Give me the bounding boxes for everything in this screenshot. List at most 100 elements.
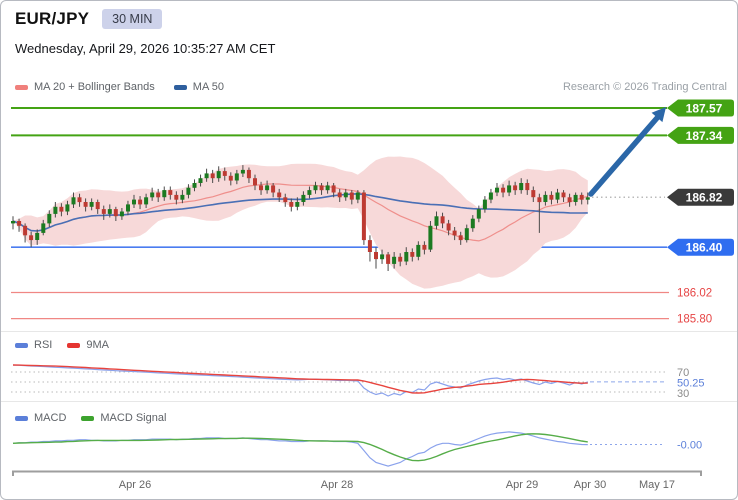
candle-body <box>53 206 58 214</box>
candle-body <box>573 194 578 202</box>
macd-legend: MACD MACD Signal <box>15 412 166 424</box>
rsi-swatch-icon <box>15 342 28 348</box>
candle-body <box>113 209 118 217</box>
macd-signal-label: MACD Signal <box>100 412 167 424</box>
rsi-ma-label: 9MA <box>86 339 109 351</box>
candle-body <box>17 221 22 226</box>
candle-body <box>89 202 94 207</box>
main-legend: MA 20 + Bollinger Bands MA 50 Research ©… <box>15 81 727 93</box>
candle-body <box>410 252 415 257</box>
candle-body <box>277 192 282 198</box>
candle-body <box>313 185 318 191</box>
candle-body <box>488 192 493 200</box>
candle-body <box>513 185 518 191</box>
candle-body <box>543 194 548 202</box>
rsi-legend: RSI 9MA <box>15 339 109 351</box>
last-price-value: 186.82 <box>686 191 723 205</box>
candle-body <box>47 213 52 224</box>
candle-body <box>216 171 221 179</box>
candle-body <box>101 209 106 214</box>
candle-body <box>174 194 179 200</box>
candle-body <box>501 187 506 193</box>
candle-body <box>319 185 324 191</box>
candle-body <box>579 194 584 200</box>
candle-body <box>210 173 215 179</box>
candle-body <box>107 209 112 214</box>
macd-plot <box>12 431 588 467</box>
datetime-label: Wednesday, April 29, 2026 10:35:27 AM CE… <box>15 41 276 56</box>
candle-body <box>77 197 82 203</box>
axis-label-apr26: Apr 26 <box>119 479 151 491</box>
candle-body <box>495 187 499 193</box>
candle-body <box>95 202 100 210</box>
candle-body <box>168 190 173 195</box>
rsi-line <box>12 364 588 397</box>
rsi-ma-swatch-icon <box>67 342 81 348</box>
legend-macd: MACD <box>15 412 66 424</box>
time-axis-bracket <box>12 470 702 476</box>
candle-body <box>561 192 566 198</box>
copyright-label: Research © 2026 Trading Central <box>562 81 727 93</box>
symbol-title: EUR/JPY <box>15 9 90 28</box>
candle-body <box>132 199 136 205</box>
candle-body <box>186 187 191 195</box>
candle-body <box>29 235 34 241</box>
candle-body <box>386 254 391 264</box>
candle-body <box>150 192 155 198</box>
candle-body <box>162 190 167 198</box>
candle-body <box>119 211 124 217</box>
pivot-value: 186.40 <box>686 241 723 255</box>
rsi-plot <box>12 364 588 397</box>
bollinger-band-fill <box>13 156 588 289</box>
candle-body <box>156 192 161 198</box>
candle-body <box>428 225 433 250</box>
candle-body <box>283 197 288 203</box>
candle-body <box>452 230 457 236</box>
candle-body <box>246 169 251 179</box>
candle-body <box>240 169 245 174</box>
ma50-line <box>12 192 588 232</box>
candle-body <box>525 183 530 191</box>
candle-body <box>482 199 487 210</box>
candle-body <box>65 204 70 212</box>
bullish-arrow <box>588 107 666 197</box>
candle-body <box>416 244 421 257</box>
candle-body <box>71 197 76 205</box>
candle-body <box>301 194 306 202</box>
candle-body <box>271 185 276 193</box>
candle-body <box>392 256 397 264</box>
rsi-70-label: 70 <box>677 367 689 379</box>
legend-ma20-bb: MA 20 + Bollinger Bands <box>15 81 155 93</box>
candle-body <box>585 197 590 200</box>
candle-body <box>549 194 554 200</box>
candle-body <box>446 223 451 231</box>
candle-body <box>367 240 372 252</box>
macd-line <box>12 431 588 467</box>
resistance-2-value: 187.34 <box>686 129 723 143</box>
ma50-label: MA 50 <box>192 81 224 93</box>
candle-body <box>192 183 197 188</box>
candle-body <box>434 216 439 226</box>
axis-label-may17: May 17 <box>639 479 675 491</box>
candle-body <box>422 244 427 250</box>
candle-body <box>265 185 270 191</box>
legend-rsi: RSI <box>15 339 52 351</box>
candle-body <box>404 252 409 262</box>
candle-body <box>476 209 481 219</box>
price-label-resistance-2: 187.34 <box>667 126 734 144</box>
macd-signal-swatch-icon <box>81 415 95 421</box>
candle-body <box>361 192 366 241</box>
support-2-value: 185.80 <box>677 314 712 326</box>
candle-body <box>138 199 143 205</box>
rsi-30-label: 30 <box>677 388 689 400</box>
candle-body <box>555 192 560 200</box>
candle-body <box>458 235 463 241</box>
price-label-resistance-1: 187.57 <box>667 99 734 117</box>
timeframe-badge: 30 MIN <box>102 9 163 29</box>
candle-body <box>374 252 378 260</box>
candle-body <box>83 202 88 207</box>
price-label-pivot: 186.40 <box>667 238 734 256</box>
candle-body <box>41 223 46 233</box>
resistance-1-value: 187.57 <box>686 102 723 116</box>
candle-body <box>23 225 28 236</box>
